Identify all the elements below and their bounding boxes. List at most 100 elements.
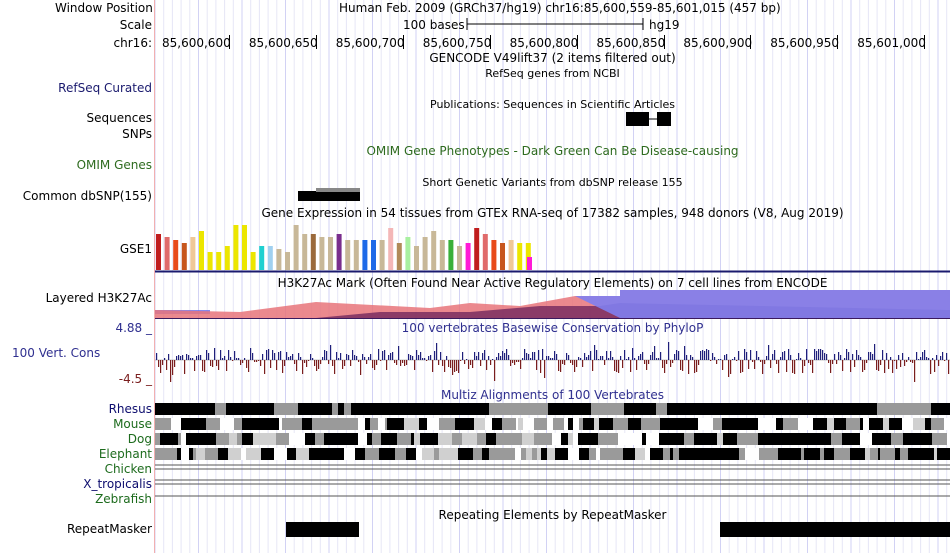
gtex-tissue-bar[interactable] [310, 234, 316, 270]
gtex-bars[interactable] [156, 225, 532, 270]
gtex-tissue-bar[interactable] [164, 237, 170, 270]
gtex-tissue-bar[interactable] [362, 240, 368, 270]
alignment-block [600, 448, 613, 460]
conservation-bar [914, 360, 916, 382]
gtex-tissue-bar[interactable] [345, 240, 351, 270]
gtex-tissue-bar[interactable] [353, 240, 359, 270]
alignment-block [246, 448, 261, 460]
species-chicken[interactable]: Chicken [104, 462, 152, 476]
conservation-bar [662, 360, 664, 368]
gtex-gene-label[interactable]: GSE1 [119, 242, 152, 256]
gtex-tissue-bar[interactable] [517, 243, 523, 270]
species-rhesus[interactable]: Rhesus [108, 402, 152, 416]
gtex-track-title[interactable]: Gene Expression in 54 tissues from GTEx … [261, 206, 844, 220]
h3k27ac-signal[interactable] [155, 290, 950, 319]
gtex-tissue-bar[interactable] [276, 249, 282, 270]
species-mouse[interactable]: Mouse [113, 417, 152, 431]
gtex-tissue-bar[interactable] [527, 257, 532, 270]
conservation-track-title[interactable]: 100 vertebrates Basewise Conservation by… [401, 321, 704, 335]
multiz-track-title[interactable]: Multiz Alignments of 100 Vertebrates [440, 388, 665, 402]
gtex-tissue-bar[interactable] [439, 240, 445, 270]
gtex-tissue-bar[interactable] [448, 240, 454, 270]
gtex-tissue-bar[interactable] [319, 237, 325, 270]
multiz-alignment-blocks[interactable] [155, 403, 950, 460]
gtex-tissue-bar[interactable] [491, 240, 497, 270]
conservation-bar [906, 360, 908, 362]
gtex-tissue-bar[interactable] [242, 225, 247, 270]
dbsnp-track-title[interactable]: Short Genetic Variants from dbSNP releas… [422, 176, 683, 189]
conservation-bar [388, 355, 390, 360]
species-zebrafish[interactable]: Zebrafish [95, 492, 152, 506]
gtex-tissue-bar[interactable] [336, 234, 342, 270]
gtex-tissue-bar[interactable] [190, 237, 196, 270]
conservation-bar [504, 353, 506, 360]
gtex-tissue-bar[interactable] [156, 234, 161, 270]
gtex-tissue-bar[interactable] [388, 228, 394, 270]
h3k27ac-track-title[interactable]: H3K27Ac Mark (Often Found Near Active Re… [277, 276, 828, 290]
gtex-tissue-bar[interactable] [422, 237, 428, 270]
publication-sequence-feature[interactable] [626, 112, 671, 126]
gtex-tissue-bar[interactable] [250, 252, 256, 270]
omim-track-label[interactable]: OMIM Genes [76, 158, 152, 172]
conservation-bar [334, 360, 336, 374]
species-elephant[interactable]: Elephant [98, 447, 152, 461]
sequences-track-label[interactable]: Sequences [86, 111, 152, 125]
repeatmasker-track-title[interactable]: Repeating Elements by RepeatMasker [438, 508, 667, 522]
conservation-bar [928, 358, 930, 360]
snps-track-label[interactable]: SNPs [122, 127, 152, 141]
gtex-tissue-bar[interactable] [285, 252, 290, 270]
alignment-block [534, 433, 542, 445]
gtex-tissue-bar[interactable] [293, 225, 299, 270]
gtex-tissue-bar[interactable] [465, 243, 471, 270]
gtex-tissue-bar[interactable] [431, 231, 437, 270]
species-x-tropicalis[interactable]: X_tropicalis [83, 477, 152, 491]
alignment-block [181, 418, 189, 430]
gtex-tissue-bar[interactable] [233, 225, 239, 270]
alignment-block [627, 433, 642, 445]
gtex-tissue-bar[interactable] [302, 234, 308, 270]
gtex-tissue-bar[interactable] [259, 246, 265, 270]
gencode-track-title[interactable]: GENCODE V49lift37 (2 items filtered out) [429, 51, 676, 65]
gtex-tissue-bar[interactable] [371, 240, 376, 270]
gtex-tissue-bar[interactable] [474, 228, 480, 270]
gtex-tissue-bar[interactable] [508, 240, 514, 270]
refseq-track-title[interactable]: RefSeq genes from NCBI [485, 67, 620, 80]
gtex-tissue-bar[interactable] [405, 237, 411, 270]
gtex-tissue-bar[interactable] [328, 237, 333, 270]
species-dog[interactable]: Dog [127, 432, 152, 446]
gtex-tissue-bar[interactable] [482, 234, 488, 270]
alignment-block [171, 418, 181, 430]
dbsnp-variant-feature[interactable] [298, 188, 360, 201]
gtex-tissue-bar[interactable] [267, 246, 273, 270]
gtex-tissue-bar[interactable] [199, 231, 204, 270]
dbsnp-track-label[interactable]: Common dbSNP(155) [22, 189, 152, 203]
conservation-bar [694, 360, 696, 373]
conservation-bar [900, 360, 902, 367]
conservation-track-label[interactable]: 100 Vert. Cons [12, 346, 101, 360]
conservation-bar [704, 351, 706, 360]
repeatmasker-track-label[interactable]: RepeatMasker [66, 522, 152, 536]
gtex-tissue-bar[interactable] [216, 252, 222, 270]
alignment-block [508, 433, 518, 445]
conservation-bar [256, 360, 258, 362]
conservation-wiggle[interactable] [155, 342, 950, 382]
omim-track-title[interactable]: OMIM Gene Phenotypes - Dark Green Can Be… [366, 144, 739, 158]
h3k27ac-track-label[interactable]: Layered H3K27Ac [45, 291, 152, 305]
gtex-tissue-bar[interactable] [379, 240, 385, 270]
gtex-tissue-bar[interactable] [396, 243, 402, 270]
gtex-tissue-bar[interactable] [500, 243, 505, 270]
gtex-tissue-bar[interactable] [525, 243, 531, 270]
gtex-tissue-bar[interactable] [173, 240, 179, 270]
conservation-bar [492, 359, 494, 360]
publications-track-title[interactable]: Publications: Sequences in Scientific Ar… [430, 98, 675, 111]
conservation-bar [818, 349, 820, 360]
gtex-tissue-bar[interactable] [207, 252, 213, 270]
repeatmasker-elements[interactable] [286, 522, 950, 537]
refseq-track-label[interactable]: RefSeq Curated [58, 81, 152, 95]
gtex-tissue-bar[interactable] [414, 246, 419, 270]
gtex-tissue-bar[interactable] [224, 246, 230, 270]
gtex-tissue-bar[interactable] [457, 246, 462, 270]
conservation-bar [708, 350, 710, 360]
gtex-tissue-bar[interactable] [181, 243, 187, 270]
alignment-block [804, 448, 817, 460]
